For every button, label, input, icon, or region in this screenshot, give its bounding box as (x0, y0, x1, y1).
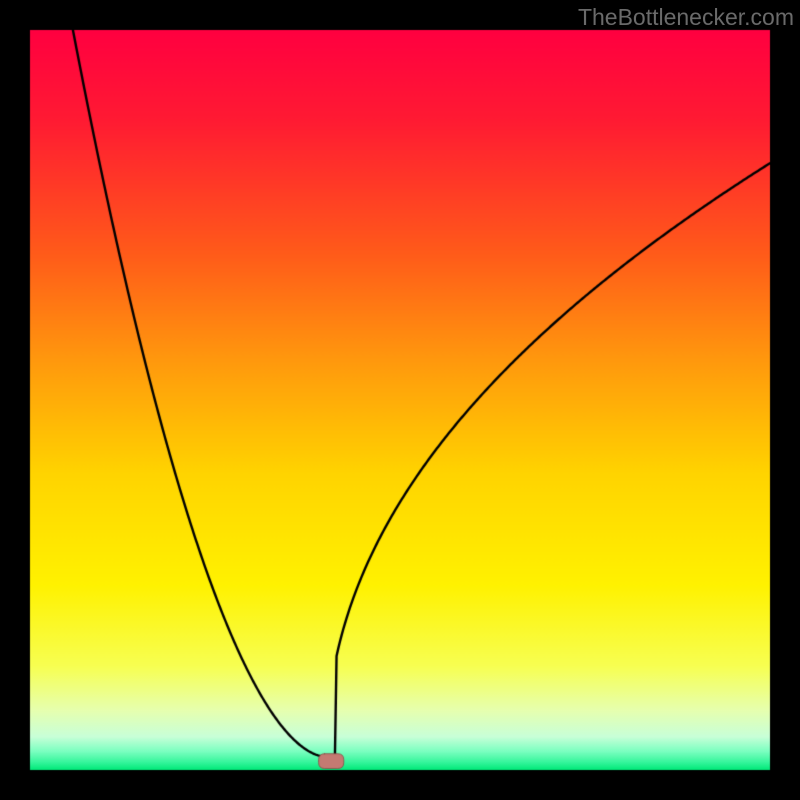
watermark-label: TheBottlenecker.com (578, 4, 794, 31)
chart-container: TheBottlenecker.com (0, 0, 800, 800)
bottleneck-chart-canvas (0, 0, 800, 800)
